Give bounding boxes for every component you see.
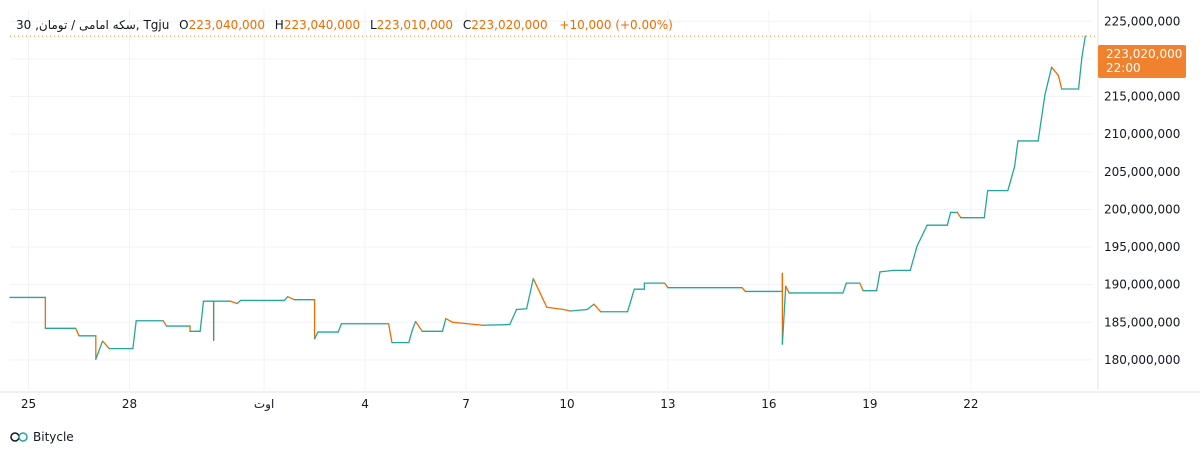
series-segment	[287, 296, 296, 301]
series-segment	[1007, 165, 1016, 192]
series-segment	[1050, 66, 1059, 77]
series-segment	[842, 282, 847, 294]
x-tick-label: 4	[361, 397, 369, 411]
chart-legend: 30 ,سکه امامی / تومان, Tgju O223,040,000…	[16, 18, 673, 32]
y-tick-label: 215,000,000	[1104, 90, 1180, 104]
x-tick-label: 28	[122, 397, 137, 411]
series-segment	[569, 308, 588, 312]
x-tick-label: اوت	[254, 397, 274, 412]
y-tick-label: 185,000,000	[1104, 315, 1180, 329]
series-segment	[515, 308, 528, 311]
series-segment	[1057, 74, 1063, 90]
bitycle-logo-icon	[10, 432, 28, 442]
y-tick-label: 205,000,000	[1104, 165, 1180, 179]
last-price-badge: 223,020,000 22:00	[1098, 45, 1186, 78]
series-segment	[337, 323, 343, 333]
series-segment	[414, 320, 423, 332]
series-segment	[626, 288, 635, 313]
series-segment	[411, 320, 417, 332]
series-segment	[509, 308, 518, 326]
series-segment	[1044, 66, 1053, 96]
series-segment	[781, 285, 787, 345]
x-tick-label: 25	[21, 397, 36, 411]
legend-open-value: 223,040,000	[188, 18, 265, 32]
series-segment	[956, 211, 962, 219]
x-tick-label: 13	[660, 397, 675, 411]
series-segment	[445, 317, 454, 323]
series-segment	[1013, 140, 1019, 168]
series-segment	[875, 271, 881, 292]
series-segment	[132, 320, 137, 350]
series-segment	[562, 308, 572, 312]
series-segment	[313, 331, 319, 340]
x-tick-label: 16	[761, 397, 776, 411]
y-tick-label: 190,000,000	[1104, 278, 1180, 292]
series-segment	[916, 224, 928, 247]
x-tick-label: 22	[963, 397, 978, 411]
series-segment	[539, 292, 548, 308]
legend-source: Tgju	[143, 18, 170, 32]
legend-high-label: H	[274, 18, 284, 32]
last-price-value: 223,020,000	[1106, 47, 1183, 61]
series-segment	[586, 303, 595, 311]
series-segment	[199, 300, 205, 332]
series-segment	[408, 329, 413, 344]
legend-symbol: 30 ,سکه امامی / تومان	[16, 18, 136, 32]
series-segment	[482, 323, 511, 326]
series-segment	[525, 277, 534, 310]
y-tick-label: 200,000,000	[1104, 202, 1180, 216]
x-tick-label: 10	[559, 397, 574, 411]
series-segment	[162, 320, 168, 327]
footer-brand[interactable]: Bitycle	[10, 430, 74, 444]
legend-close-label: C	[462, 18, 472, 32]
legend-low-label: L	[369, 18, 377, 32]
legend-close-value: 223,020,000	[471, 18, 548, 32]
series-segment	[879, 269, 895, 273]
series-segment	[387, 323, 393, 344]
series-segment	[451, 321, 484, 326]
series-segment	[785, 285, 790, 294]
legend-change: +10,000 (+0.00%)	[559, 18, 673, 32]
last-price-time: 22:00	[1106, 61, 1141, 75]
legend-high-value: 223,040,000	[283, 18, 361, 32]
series-segment	[859, 282, 864, 292]
x-tick-label: 7	[462, 397, 470, 411]
y-tick-label: 210,000,000	[1104, 127, 1180, 141]
series-segment	[1081, 35, 1086, 59]
series-segment	[546, 306, 565, 311]
series-segment	[983, 189, 989, 219]
series-segment	[663, 282, 669, 289]
x-tick-label: 19	[862, 397, 877, 411]
series-segment	[95, 340, 104, 360]
legend-open-label: O	[179, 18, 189, 32]
series-segment	[101, 340, 110, 350]
series-segment	[946, 211, 952, 226]
series-segment	[1037, 94, 1046, 142]
y-tick-label: 180,000,000	[1104, 353, 1180, 367]
series-segment	[74, 327, 80, 337]
series-segment	[532, 277, 541, 294]
footer-brand-label: Bitycle	[33, 430, 74, 444]
y-tick-label: 225,000,000	[1104, 14, 1180, 28]
series-segment	[1077, 56, 1083, 90]
series-segment	[229, 300, 238, 305]
series-segment	[909, 245, 918, 272]
y-tick-label: 195,000,000	[1104, 240, 1180, 254]
series-segment	[741, 287, 747, 293]
legend-low-value: 223,010,000	[376, 18, 454, 32]
series-segment	[283, 296, 289, 302]
series-segment	[593, 303, 602, 313]
series-segment	[236, 299, 242, 305]
series-segment	[441, 317, 447, 332]
